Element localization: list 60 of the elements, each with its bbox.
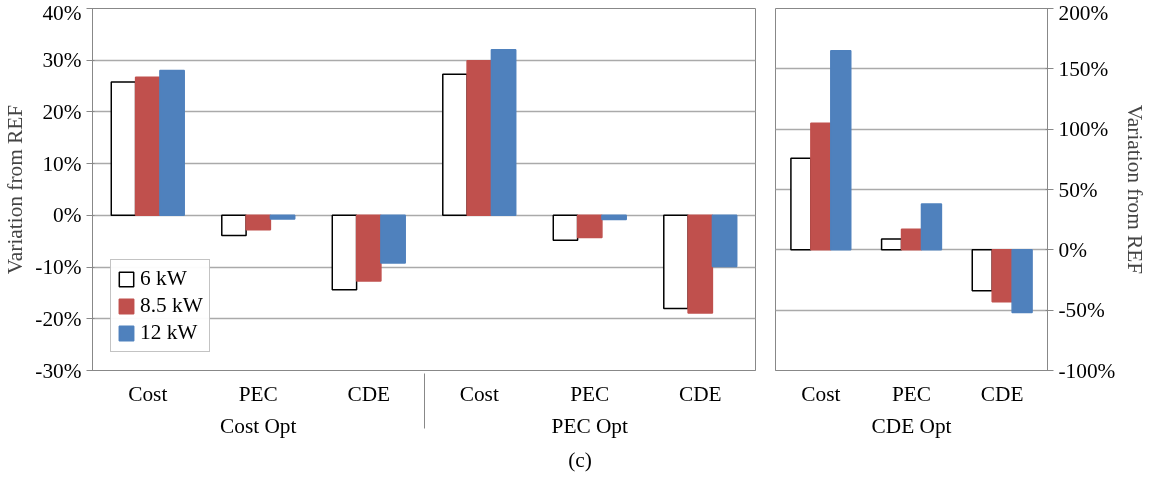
- x-tick-label: Cost: [801, 381, 841, 406]
- bar: [269, 214, 296, 220]
- bar: [442, 73, 468, 217]
- bar: [221, 214, 247, 237]
- bar: [920, 203, 943, 251]
- x-tick-label: Cost: [459, 381, 499, 406]
- bar: [380, 214, 406, 264]
- y-tick-label: -100%: [1058, 358, 1116, 383]
- x-tick-label: CDE: [980, 381, 1024, 406]
- text: (c): [567, 447, 593, 474]
- x-tick-label: CDE: [678, 381, 722, 406]
- bar: [245, 214, 272, 231]
- x-tick-label: PEC: [891, 381, 932, 406]
- bar: [110, 81, 137, 217]
- y-tick-label: -50%: [1058, 298, 1105, 323]
- y-tick-label: 20%: [42, 99, 82, 124]
- y-tick-label: 100%: [1058, 117, 1109, 142]
- bar: [810, 122, 832, 251]
- x-tick-label: Cost: [128, 381, 168, 406]
- legend-label: 6 kW: [140, 266, 187, 291]
- bar: [900, 228, 923, 251]
- legend-label: 12 kW: [140, 320, 198, 345]
- y-tick-label: 50%: [1058, 177, 1098, 202]
- y-tick-label: 0%: [53, 203, 82, 228]
- text: PEC Opt: [551, 413, 629, 438]
- y-tick-label: -30%: [35, 358, 82, 383]
- bar: [711, 214, 738, 268]
- y-tick-label: 40%: [42, 0, 82, 25]
- bar: [159, 69, 185, 217]
- bar: [331, 214, 358, 291]
- bar: [552, 214, 579, 241]
- y-tick-label: 200%: [1058, 0, 1109, 25]
- y-tick-label: 0%: [1058, 237, 1088, 262]
- bar: [687, 214, 714, 314]
- x-tick-label: CDE: [347, 381, 391, 406]
- y-tick-label: 150%: [1058, 56, 1109, 81]
- x-tick-label: PEC: [570, 381, 610, 406]
- text: CDE Opt: [871, 413, 952, 438]
- y-tick-label: 30%: [42, 48, 82, 73]
- y-axis-title: Variation from REF: [3, 104, 28, 275]
- bar: [663, 214, 689, 310]
- bar: [830, 49, 852, 251]
- bar: [490, 49, 517, 217]
- y-tick-label: -20%: [35, 306, 82, 331]
- bar: [880, 238, 903, 251]
- bar: [991, 249, 1013, 303]
- y-tick-label: -10%: [35, 255, 82, 280]
- bar: [134, 76, 161, 217]
- x-tick-label: PEC: [238, 381, 278, 406]
- bar: [466, 59, 493, 217]
- legend-label: 8.5 kW: [140, 293, 203, 318]
- bar: [355, 214, 382, 282]
- bar: [790, 157, 812, 251]
- bar: [601, 214, 627, 221]
- bar: [576, 214, 603, 239]
- y-axis-title: Variation from REF: [1123, 104, 1148, 275]
- y-tick-label: 10%: [42, 151, 82, 176]
- text: Cost Opt: [220, 413, 297, 438]
- bar: [1011, 249, 1033, 314]
- bar: [971, 249, 993, 292]
